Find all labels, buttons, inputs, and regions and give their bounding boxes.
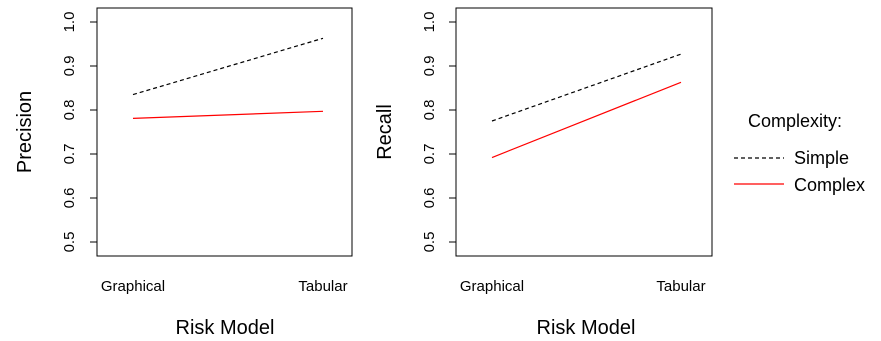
y-tick-label: 0.9 xyxy=(421,56,438,77)
x-axis: Graphical Tabular xyxy=(101,278,348,295)
legend-label-complex: Complex xyxy=(794,175,865,195)
legend-label-simple: Simple xyxy=(794,148,849,168)
plot-frame xyxy=(96,7,353,257)
y-axis-title: Recall xyxy=(374,104,396,160)
series-layer xyxy=(132,37,324,119)
legend: Complexity: Simple Complex xyxy=(734,111,865,195)
series-line-complex xyxy=(132,110,324,119)
y-tick-label: 0.8 xyxy=(421,100,438,121)
y-axis: 0.5 0.6 0.7 0.8 0.9 1.0 xyxy=(61,12,98,253)
x-axis-title: Risk Model xyxy=(537,317,636,339)
recall-panel: 0.5 0.6 0.7 0.8 0.9 1.0 Graphical Tabular Risk… xyxy=(374,7,713,339)
y-tick-label: 1.0 xyxy=(421,12,438,33)
x-category-label: Graphical xyxy=(101,278,165,295)
y-axis-title: Precision xyxy=(14,91,36,173)
y-tick-label: 1.0 xyxy=(61,12,78,33)
series-line-simple xyxy=(132,37,324,96)
y-tick-label: 0.9 xyxy=(61,56,78,77)
x-axis-title: Risk Model xyxy=(176,317,275,339)
x-category-label: Tabular xyxy=(298,278,347,295)
y-tick-label: 0.6 xyxy=(61,188,78,209)
x-category-label: Graphical xyxy=(460,278,524,295)
series-line-complex xyxy=(491,81,682,159)
legend-title: Complexity: xyxy=(748,111,842,131)
series-line-simple xyxy=(491,53,682,122)
y-tick-label: 0.8 xyxy=(61,100,78,121)
y-tick-label: 0.7 xyxy=(421,144,438,165)
precision-panel: 0.5 0.6 0.7 0.8 0.9 1.0 Graphical Tabular Risk… xyxy=(14,7,353,339)
x-category-label: Tabular xyxy=(656,278,705,295)
series-layer xyxy=(491,53,682,159)
y-axis: 0.5 0.6 0.7 0.8 0.9 1.0 xyxy=(421,12,457,253)
plot-frame xyxy=(455,7,713,257)
x-axis: Graphical Tabular xyxy=(460,278,706,295)
y-tick-label: 0.7 xyxy=(61,144,78,165)
y-tick-label: 0.5 xyxy=(61,232,78,253)
y-tick-label: 0.5 xyxy=(421,232,438,253)
y-tick-label: 0.6 xyxy=(421,188,438,209)
